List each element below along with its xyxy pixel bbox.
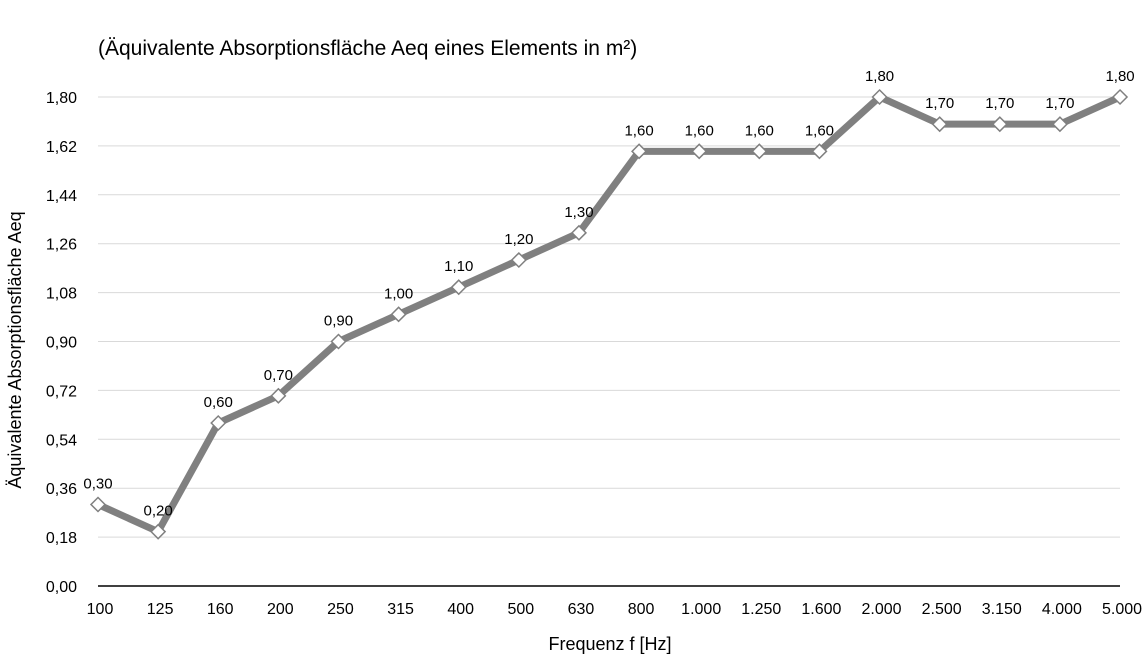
x-tick-label: 250	[327, 601, 354, 618]
data-label: 0,20	[144, 503, 173, 520]
y-tick-label: 0,00	[46, 579, 77, 596]
y-tick-label: 1,44	[46, 188, 77, 205]
chart-title: (Äquivalente Absorptionsfläche Aeq eines…	[98, 37, 637, 60]
data-label: 1,70	[985, 95, 1014, 112]
y-tick-label: 0,36	[46, 481, 77, 498]
data-label: 1,80	[1105, 68, 1134, 85]
data-label: 0,30	[83, 476, 112, 493]
data-label: 0,70	[264, 367, 293, 384]
data-point-marker	[1051, 116, 1068, 133]
data-label: 1,80	[865, 68, 894, 85]
data-point-marker	[1111, 88, 1129, 106]
data-point-marker	[811, 143, 828, 160]
data-label: 0,90	[324, 313, 353, 330]
data-point-marker	[150, 523, 167, 540]
data-label: 1,60	[624, 122, 653, 139]
data-label: 0,60	[204, 394, 233, 411]
data-point-marker	[631, 143, 648, 160]
y-tick-label: 1,26	[46, 237, 77, 254]
x-tick-label: 3.150	[982, 601, 1022, 618]
grid-lines	[98, 96, 1120, 538]
y-tick-label: 0,54	[46, 432, 77, 449]
data-label: 1,60	[685, 122, 714, 139]
x-tick-label: 200	[267, 601, 294, 618]
x-tick-label: 315	[387, 601, 414, 618]
data-point-marker	[270, 387, 287, 404]
x-tick-label: 1.600	[801, 601, 841, 618]
y-tick-label: 0,72	[46, 383, 77, 400]
data-point-marker	[931, 116, 948, 133]
data-point-marker	[751, 143, 768, 160]
x-tick-label: 2.500	[922, 601, 962, 618]
x-tick-label: 125	[147, 601, 174, 618]
data-point-marker	[210, 414, 227, 432]
x-tick-label: 2.000	[862, 601, 902, 618]
data-point-marker	[871, 88, 888, 106]
data-label: 1,60	[805, 122, 834, 139]
data-point-marker	[691, 143, 708, 160]
data-label: 1,10	[444, 258, 473, 275]
data-label: 1,00	[384, 285, 413, 302]
data-point-marker	[390, 306, 407, 323]
series-markers	[89, 88, 1129, 540]
y-axis-label: Äquivalente Absorptionsfläche Aeq	[5, 211, 25, 488]
data-point-marker	[510, 251, 527, 269]
data-label: 1,20	[504, 231, 533, 248]
data-label: 1,60	[745, 122, 774, 139]
x-tick-label: 400	[447, 601, 474, 618]
x-tick-label: 5.000	[1102, 601, 1142, 618]
y-tick-label: 1,80	[46, 90, 77, 107]
x-tick-label: 1.250	[741, 601, 781, 618]
x-axis-ticks: 100 125 160 200 250 315 400 500 630 800 1.000 1.250…	[87, 601, 1143, 618]
y-tick-label: 1,08	[46, 286, 77, 303]
x-tick-label: 1.000	[681, 601, 721, 618]
data-label: 1,30	[564, 204, 593, 221]
data-label: 1,70	[1045, 95, 1074, 112]
y-tick-label: 0,18	[46, 530, 77, 547]
x-tick-label: 630	[568, 601, 595, 618]
y-tick-label: 1,62	[46, 139, 77, 156]
x-tick-label: 800	[628, 601, 655, 618]
x-tick-label: 100	[87, 601, 114, 618]
data-point-marker	[89, 496, 107, 513]
x-axis-label: Frequenz f [Hz]	[548, 634, 671, 654]
data-labels: 0,30 0,20 0,60 0,70 0,90 1,00 1,10 1,20 1,30 1,60…	[83, 68, 1134, 520]
data-point-marker	[570, 224, 588, 241]
x-tick-label: 500	[507, 601, 534, 618]
data-point-marker	[991, 116, 1008, 133]
series-line	[96, 93, 1122, 536]
y-tick-label: 0,90	[46, 335, 77, 352]
x-tick-label: 4.000	[1042, 601, 1082, 618]
y-axis-ticks: 0,00 0,18 0,36 0,54 0,72 0,90 1,08 1,26 1,44 1,62…	[46, 90, 77, 596]
data-point-marker	[450, 279, 467, 296]
data-point-marker	[330, 333, 347, 350]
data-label: 1,70	[925, 95, 954, 112]
x-tick-label: 160	[207, 601, 234, 618]
series-polyline	[96, 93, 1122, 536]
